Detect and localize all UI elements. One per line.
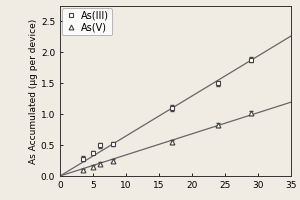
As(III) — [81, 157, 85, 160]
As(III) — [111, 143, 115, 145]
As(V) — [91, 166, 95, 168]
As(V) — [81, 169, 85, 171]
Line: As(V): As(V) — [81, 111, 254, 172]
As(V) — [170, 141, 174, 143]
As(V) — [217, 124, 220, 127]
As(V) — [98, 162, 101, 165]
As(III) — [217, 82, 220, 84]
As(III) — [98, 144, 101, 146]
Line: As(III): As(III) — [81, 57, 254, 161]
As(V) — [250, 112, 253, 114]
As(III) — [91, 151, 95, 154]
As(III) — [170, 107, 174, 109]
As(III) — [250, 59, 253, 61]
Legend: As(III), As(V): As(III), As(V) — [62, 8, 112, 35]
As(V) — [111, 159, 115, 162]
Y-axis label: As Accumulated (µg per device): As Accumulated (µg per device) — [29, 18, 38, 164]
